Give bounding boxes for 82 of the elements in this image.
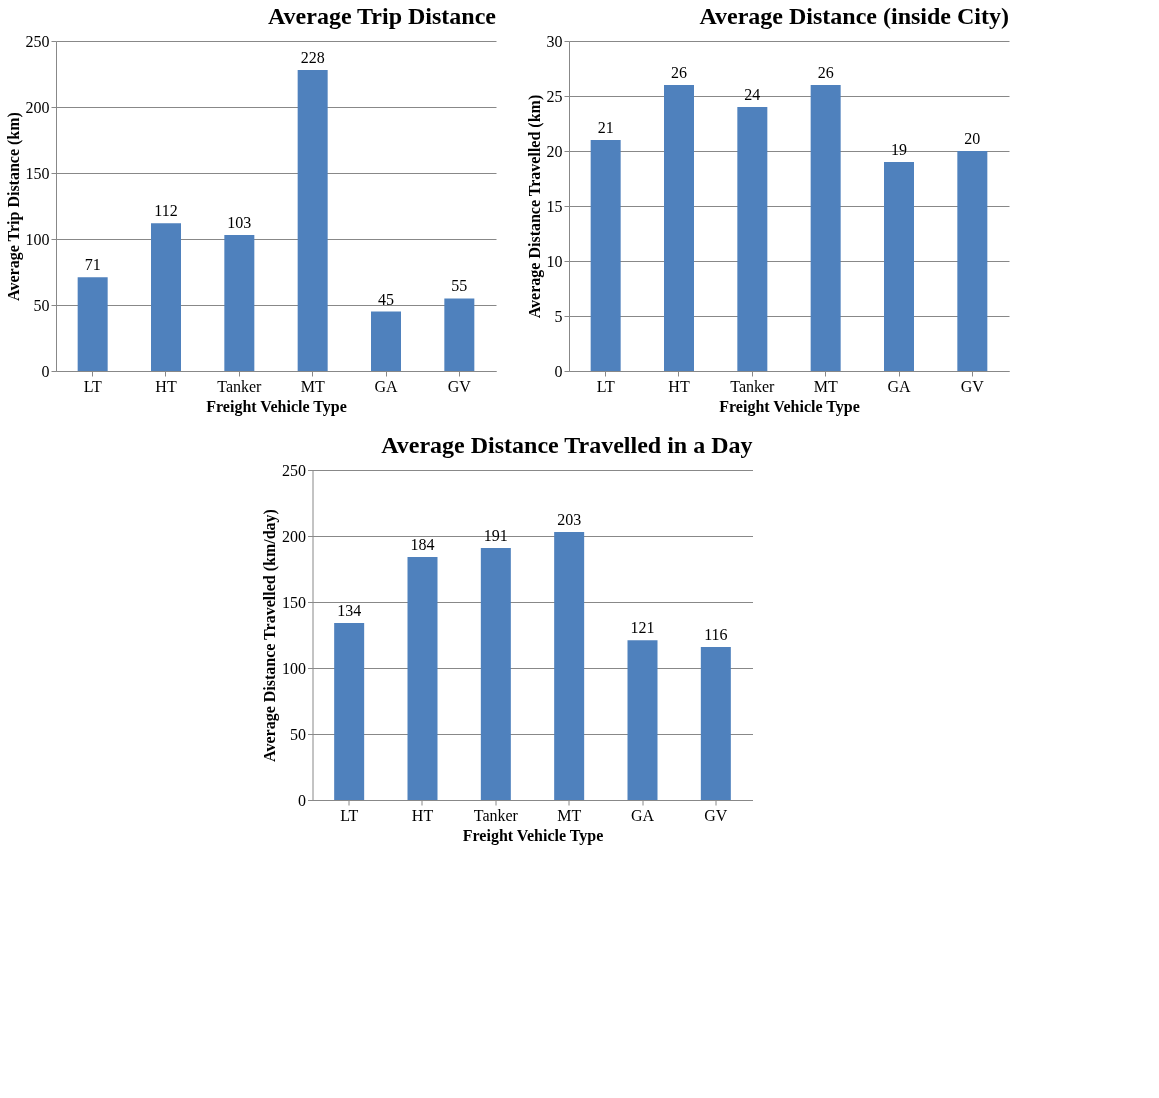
data-label: 103 — [227, 214, 252, 232]
data-label: 71 — [84, 256, 101, 274]
data-label: 19 — [891, 141, 907, 158]
y-tick-label: 50 — [290, 725, 306, 743]
x-tick-label: Tanker — [473, 806, 519, 824]
y-tick-label: 200 — [282, 527, 306, 545]
y-tick-label: 200 — [25, 98, 50, 116]
x-tick-label: GV — [960, 377, 985, 395]
x-axis-title: Freight Vehicle Type — [719, 397, 860, 416]
x-tick-label: LT — [83, 377, 102, 395]
y-axis-title: Average Trip Distance (km) — [4, 112, 23, 301]
data-label: 26 — [817, 64, 834, 81]
x-tick-label: LT — [340, 806, 359, 824]
y-tick-label: 0 — [41, 362, 50, 380]
bar — [371, 311, 401, 371]
bar — [884, 162, 914, 371]
x-tick-label: MT — [813, 377, 838, 395]
y-tick-label: 250 — [25, 32, 50, 50]
y-tick-label: 50 — [33, 296, 50, 314]
chart-title: Average Distance Travelled in a Day — [381, 432, 753, 458]
x-tick-label: LT — [596, 377, 615, 395]
y-tick-label: 150 — [282, 593, 306, 611]
data-label: 184 — [410, 536, 435, 554]
bar — [737, 107, 768, 371]
y-axis-title: Average Distance Travelled (km/day) — [261, 509, 279, 762]
x-tick-label: GV — [447, 377, 472, 395]
x-tick-label: MT — [557, 806, 582, 824]
x-axis-title: Freight Vehicle Type — [206, 397, 347, 416]
x-tick-label: Tanker — [217, 377, 263, 395]
x-tick-label: HT — [668, 377, 690, 395]
x-tick-label: Tanker — [730, 377, 776, 395]
bar — [480, 547, 511, 800]
data-label: 55 — [451, 277, 468, 295]
data-label: 24 — [744, 86, 761, 103]
y-tick-label: 25 — [546, 87, 563, 105]
bar — [334, 623, 365, 800]
y-tick-label: 10 — [546, 252, 563, 270]
bar — [407, 557, 438, 800]
data-label: 203 — [557, 511, 582, 529]
data-label: 21 — [597, 119, 614, 136]
data-label: 20 — [964, 130, 981, 147]
y-tick-label: 5 — [554, 307, 563, 325]
data-label: 26 — [671, 64, 687, 81]
bar — [810, 85, 841, 371]
x-tick-label: HT — [155, 377, 177, 395]
x-tick-label: GV — [704, 806, 728, 824]
x-tick-label: GA — [887, 377, 911, 395]
y-tick-label: 15 — [546, 197, 563, 215]
x-tick-label: MT — [300, 377, 325, 395]
y-tick-label: 20 — [546, 142, 563, 160]
x-axis-title: Freight Vehicle Type — [462, 826, 604, 845]
data-label: 228 — [300, 49, 325, 67]
data-label: 45 — [378, 290, 394, 308]
bar — [444, 298, 475, 371]
data-label: 112 — [154, 202, 178, 220]
data-label: 134 — [337, 602, 362, 620]
bar — [554, 532, 585, 800]
y-tick-label: 0 — [554, 362, 563, 380]
y-tick-label: 150 — [25, 164, 50, 182]
chart-title: Average Distance (inside City) — [699, 3, 1009, 29]
bar — [151, 223, 181, 371]
bar — [590, 140, 621, 371]
bar — [224, 235, 255, 371]
bar — [664, 85, 694, 371]
chart-title: Average Trip Distance — [268, 3, 497, 29]
x-tick-label: GA — [374, 377, 398, 395]
bar — [627, 640, 658, 800]
bar — [700, 646, 731, 800]
y-tick-label: 100 — [282, 659, 306, 677]
data-label: 191 — [483, 526, 508, 544]
y-tick-label: 250 — [282, 461, 306, 479]
data-label: 121 — [630, 619, 655, 637]
x-tick-label: GA — [630, 806, 655, 824]
y-tick-label: 0 — [298, 791, 306, 809]
y-tick-label: 100 — [25, 230, 50, 248]
bar — [297, 70, 328, 371]
data-label: 116 — [704, 625, 728, 643]
bar — [957, 151, 988, 371]
y-axis-title: Average Distance Travelled (km) — [525, 94, 544, 319]
x-tick-label: HT — [411, 806, 434, 824]
bar — [77, 277, 108, 371]
y-tick-label: 30 — [546, 32, 563, 50]
